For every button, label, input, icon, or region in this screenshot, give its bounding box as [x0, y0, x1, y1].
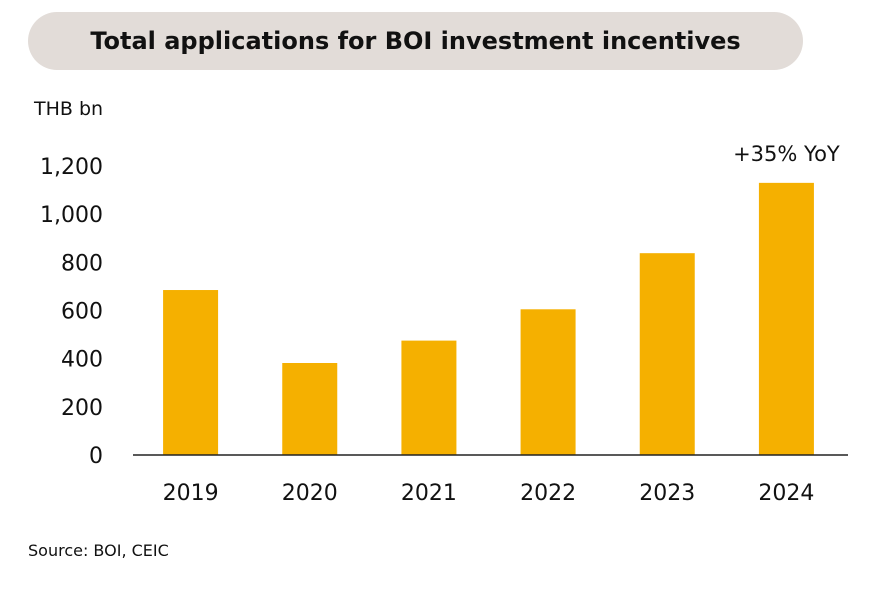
- x-tick-label: 2023: [639, 481, 695, 506]
- x-tick-label: 2024: [758, 481, 814, 506]
- bar-annotation: +35% YoY: [733, 142, 840, 166]
- y-tick-label: 0: [89, 444, 103, 469]
- y-tick-label: 400: [61, 348, 103, 373]
- y-tick-label: 200: [61, 396, 103, 421]
- x-tick-label: 2022: [520, 481, 576, 506]
- y-tick-label: 600: [61, 300, 103, 325]
- x-tick-label: 2020: [282, 481, 338, 506]
- bar-2021: [401, 340, 457, 455]
- bar-2019: [163, 290, 219, 455]
- y-tick-label: 800: [61, 251, 103, 276]
- chart-title-banner: Total applications for BOI investment in…: [28, 12, 803, 70]
- x-tick-label: 2021: [401, 481, 457, 506]
- x-tick-label: 2019: [163, 481, 219, 506]
- bar-2022: [520, 309, 576, 455]
- chart-title: Total applications for BOI investment in…: [90, 27, 741, 55]
- y-tick-label: 1,200: [40, 155, 103, 180]
- bar-2023: [639, 253, 695, 455]
- y-tick-label: 1,000: [40, 203, 103, 228]
- bar-2020: [282, 363, 338, 455]
- y-axis-unit-label: THB bn: [34, 98, 104, 120]
- bar-2024: [758, 182, 814, 455]
- source-note: Source: BOI, CEIC: [28, 541, 169, 560]
